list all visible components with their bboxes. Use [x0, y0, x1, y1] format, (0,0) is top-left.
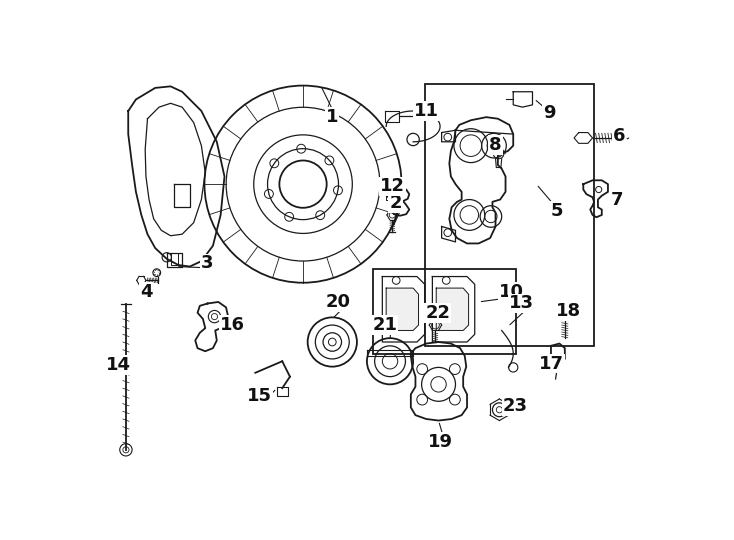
Polygon shape [442, 226, 456, 242]
Text: 20: 20 [326, 293, 351, 311]
Text: 4: 4 [139, 283, 152, 301]
Polygon shape [442, 130, 456, 142]
Polygon shape [436, 288, 468, 330]
Polygon shape [386, 192, 396, 200]
Polygon shape [167, 253, 182, 267]
Bar [373, 269, 515, 354]
Text: 18: 18 [556, 302, 581, 320]
Text: 12: 12 [380, 178, 405, 195]
Polygon shape [385, 111, 399, 122]
Polygon shape [277, 387, 288, 396]
Text: 5: 5 [551, 202, 564, 220]
Circle shape [493, 148, 504, 159]
Polygon shape [386, 288, 418, 330]
Text: 19: 19 [428, 433, 453, 451]
Text: 23: 23 [503, 397, 528, 415]
Polygon shape [382, 276, 425, 342]
Text: 10: 10 [499, 283, 524, 301]
Text: 8: 8 [490, 136, 502, 154]
Polygon shape [170, 253, 178, 265]
Text: 14: 14 [106, 356, 131, 374]
Polygon shape [574, 132, 592, 143]
Bar [425, 84, 594, 346]
Polygon shape [432, 276, 475, 342]
Polygon shape [367, 350, 413, 356]
Text: 11: 11 [414, 102, 439, 120]
Text: 17: 17 [539, 355, 564, 373]
Text: 9: 9 [543, 104, 556, 122]
Text: 22: 22 [425, 303, 450, 322]
Text: 13: 13 [509, 294, 534, 313]
Text: 15: 15 [247, 387, 272, 405]
Text: 16: 16 [219, 316, 244, 334]
Polygon shape [513, 92, 532, 107]
Text: 2: 2 [389, 194, 401, 212]
Circle shape [280, 160, 327, 208]
Text: 6: 6 [612, 127, 625, 145]
Text: 7: 7 [611, 191, 623, 208]
Polygon shape [551, 343, 565, 363]
Text: 21: 21 [372, 316, 397, 334]
Polygon shape [175, 184, 190, 207]
Polygon shape [388, 202, 397, 208]
Text: 1: 1 [326, 108, 338, 126]
Text: 3: 3 [201, 254, 214, 273]
